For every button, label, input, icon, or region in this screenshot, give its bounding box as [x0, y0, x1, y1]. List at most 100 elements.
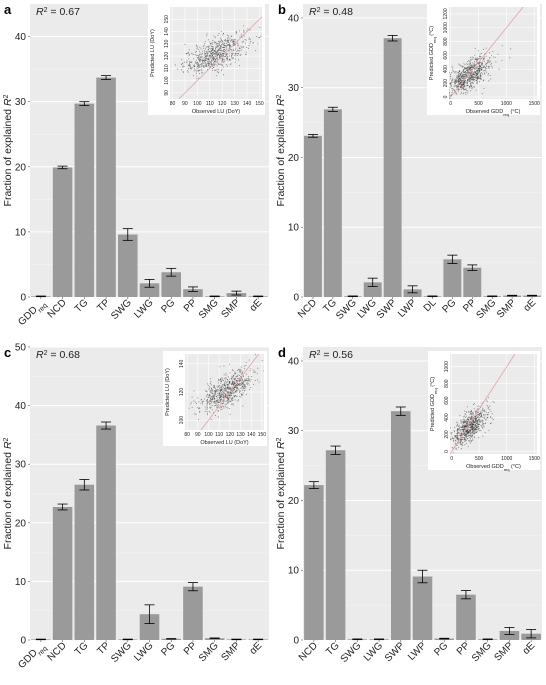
inset-point	[471, 430, 474, 432]
inset-point	[231, 399, 233, 401]
inset-point	[240, 396, 242, 398]
inset-point	[490, 78, 492, 80]
inset-point	[481, 410, 483, 412]
inset-point	[485, 71, 488, 73]
inset-point	[471, 81, 473, 83]
inset-point	[464, 440, 467, 442]
inset-point	[237, 374, 239, 376]
inset-point	[462, 70, 464, 72]
inset-point	[206, 65, 208, 67]
y-tick-label: 0	[293, 636, 299, 647]
inset-point	[455, 71, 457, 73]
inset-point	[208, 395, 210, 397]
inset-point	[243, 25, 245, 27]
inset-point	[255, 35, 257, 37]
inset-one-to-one-line	[450, 354, 516, 454]
inset-point	[224, 386, 226, 388]
inset-point	[214, 55, 216, 57]
inset-point	[225, 40, 227, 42]
inset-point	[455, 72, 457, 74]
inset-point	[468, 87, 470, 89]
inset-point	[216, 404, 218, 407]
inset-point	[219, 393, 221, 395]
inset-point	[215, 48, 217, 50]
inset-point	[204, 53, 207, 55]
inset-x-tick-label: 100	[204, 432, 213, 438]
inset-point	[470, 90, 472, 92]
inset-point	[223, 402, 225, 404]
inset-point	[235, 33, 238, 35]
inset-point	[260, 35, 262, 37]
inset-point	[479, 62, 481, 64]
y-tick-label: 50	[15, 343, 27, 354]
inset-point	[464, 444, 466, 446]
bar	[74, 103, 95, 298]
inset-point	[475, 425, 477, 427]
inset-point	[216, 57, 218, 59]
inset-point	[463, 424, 465, 426]
inset-point	[231, 378, 233, 380]
inset-point	[195, 61, 197, 63]
inset-point	[231, 50, 233, 52]
inset-point	[470, 427, 472, 429]
inset-point	[221, 63, 223, 65]
inset-point	[213, 58, 215, 60]
inset-point	[213, 62, 215, 64]
inset-point	[461, 437, 463, 439]
inset-point	[211, 67, 213, 69]
inset-point	[463, 86, 465, 88]
inset-point	[463, 419, 465, 421]
inset-point	[211, 58, 213, 60]
inset-point	[226, 390, 228, 393]
bar	[96, 425, 116, 640]
inset-x-tick-label: 1000	[501, 456, 512, 462]
inset-point	[223, 395, 226, 397]
inset-point	[490, 422, 492, 424]
x-tick-label: SMG	[470, 640, 494, 664]
inset-point	[206, 414, 209, 416]
inset-point	[473, 423, 475, 425]
inset-point	[223, 49, 225, 51]
inset-point	[204, 65, 206, 67]
inset-scatter: 0 500 1000 1500020040060080010001200Observe…	[427, 4, 540, 117]
inset-point	[196, 70, 198, 72]
inset-point	[473, 57, 475, 59]
inset-point	[210, 64, 212, 66]
inset-point	[214, 69, 216, 71]
inset-point	[465, 423, 467, 425]
inset-point	[483, 410, 485, 412]
inset-x-tick-label: 90	[195, 432, 201, 438]
inset-point	[185, 53, 187, 55]
inset-point	[204, 50, 206, 52]
inset-point	[222, 50, 224, 52]
inset-points	[450, 354, 516, 454]
inset-point	[240, 388, 242, 390]
inset-point	[229, 64, 231, 66]
inset-point	[196, 44, 198, 46]
inset-point	[472, 421, 474, 423]
inset-point	[226, 65, 228, 67]
inset-point	[456, 433, 458, 435]
inset-point	[474, 58, 476, 60]
inset-point	[218, 49, 220, 51]
inset-point	[226, 54, 228, 56]
inset-point	[469, 67, 471, 69]
inset-point	[187, 71, 189, 73]
inset-point	[209, 400, 211, 402]
inset-point	[208, 54, 210, 56]
inset-point	[480, 62, 482, 64]
inset-point	[219, 49, 222, 51]
inset-point	[249, 39, 251, 41]
inset-point	[450, 84, 452, 86]
inset-y-tick-label: 800	[443, 37, 449, 46]
inset-point	[492, 50, 494, 53]
inset-point	[206, 51, 208, 53]
inset-point	[471, 432, 473, 434]
inset-point	[487, 408, 489, 410]
inset-point	[238, 385, 240, 387]
inset-point	[239, 380, 241, 382]
inset-point	[472, 79, 474, 81]
inset-point	[223, 396, 225, 398]
